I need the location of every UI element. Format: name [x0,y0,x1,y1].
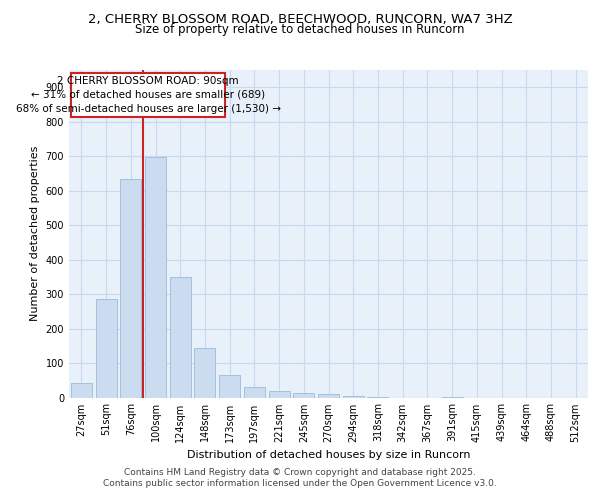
Text: 2 CHERRY BLOSSOM ROAD: 90sqm
← 31% of detached houses are smaller (689)
68% of s: 2 CHERRY BLOSSOM ROAD: 90sqm ← 31% of de… [16,76,281,114]
Bar [71,73,224,117]
Y-axis label: Number of detached properties: Number of detached properties [30,146,40,322]
Bar [95,299,116,398]
Text: Contains HM Land Registry data © Crown copyright and database right 2025.
Contai: Contains HM Land Registry data © Crown c… [103,468,497,487]
Bar [293,394,314,398]
Bar [343,396,364,398]
Bar [244,387,265,398]
Text: 2, CHERRY BLOSSOM ROAD, BEECHWOOD, RUNCORN, WA7 3HZ: 2, CHERRY BLOSSOM ROAD, BEECHWOOD, RUNCO… [88,12,512,26]
Bar [170,277,191,398]
Text: Size of property relative to detached houses in Runcorn: Size of property relative to detached ho… [135,22,465,36]
Bar [219,376,240,398]
Bar [145,157,166,398]
Bar [120,178,141,398]
Bar [269,392,290,398]
Bar [71,383,92,398]
Bar [318,394,339,398]
X-axis label: Distribution of detached houses by size in Runcorn: Distribution of detached houses by size … [187,450,470,460]
Bar [194,348,215,398]
